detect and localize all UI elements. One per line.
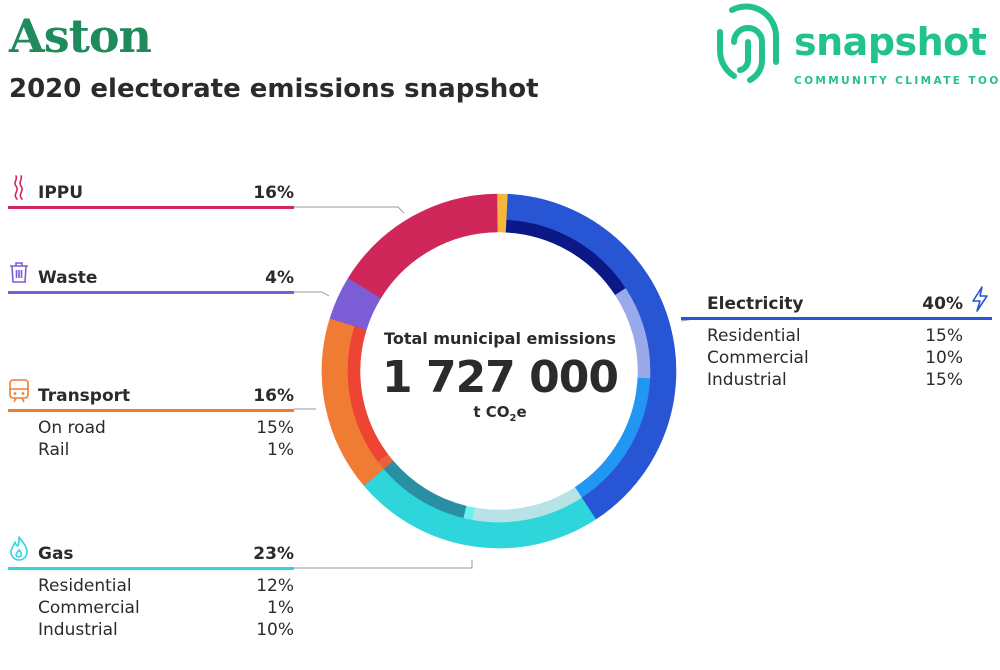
breakdown-value: 15% [925, 370, 963, 390]
sector-breakdown: On road 15% Rail 1% [38, 418, 294, 462]
breakdown-value: 12% [256, 576, 294, 596]
unit-prefix: t CO [473, 403, 510, 421]
flame-icon [10, 536, 28, 561]
breakdown-label: Industrial [707, 370, 787, 390]
breakdown-label: Industrial [38, 620, 118, 640]
train-icon [9, 379, 29, 403]
breakdown-row: On road 15% [38, 418, 294, 440]
sector-rule [8, 206, 294, 209]
sector-name: Transport [38, 386, 131, 406]
breakdown-value: 15% [925, 326, 963, 346]
sector-name: Electricity [707, 294, 804, 314]
sector-name: Gas [38, 544, 74, 564]
total-emissions-value: 1 727 000 [382, 352, 619, 403]
breakdown-label: On road [38, 418, 106, 438]
breakdown-row: Residential 15% [707, 326, 963, 348]
breakdown-value: 1% [267, 440, 294, 460]
sector-gas: Gas 23% Residential 12% Commercial 1% In… [8, 536, 294, 640]
sector-name: IPPU [38, 183, 84, 203]
breakdown-label: Commercial [38, 598, 140, 618]
inner-segment-other [496, 219, 507, 233]
connector-ippu [294, 206, 405, 214]
emissions-unit: t CO2e [360, 403, 640, 424]
sector-ippu: IPPU 16% [8, 175, 294, 209]
brand-name: snapshot [794, 20, 987, 64]
connector-waste [294, 291, 330, 297]
page-subtitle: 2020 electorate emissions snapshot [9, 74, 539, 104]
sector-transport: Transport 16% On road 15% Rail 1% [8, 379, 294, 460]
breakdown-label: Rail [38, 440, 70, 460]
trash-bin-icon [10, 262, 28, 283]
brand-logo: snapshot COMMUNITY CLIMATE TOOL [712, 2, 1000, 92]
sector-percent: 23% [253, 544, 294, 564]
center-caption: Total municipal emissions [384, 329, 616, 348]
sector-percent: 16% [253, 386, 294, 406]
breakdown-value: 15% [256, 418, 294, 438]
breakdown-value: 1% [267, 598, 294, 618]
fingerprint-icon [716, 3, 780, 83]
brand-tagline: COMMUNITY CLIMATE TOOL [794, 75, 1000, 87]
sector-rule [8, 567, 294, 570]
unit-subscript: 2 [509, 413, 517, 424]
breakdown-row: Residential 12% [38, 576, 294, 598]
sector-breakdown: Residential 15% Commercial 10% Industria… [707, 326, 963, 392]
inner-ring [347, 219, 651, 523]
breakdown-row: Industrial 10% [38, 620, 294, 642]
sector-rule [8, 409, 294, 412]
lightning-icon [972, 286, 988, 312]
breakdown-row: Industrial 15% [707, 370, 963, 392]
sector-waste: Waste 4% [8, 262, 294, 294]
sector-percent: 4% [265, 268, 294, 288]
sector-rule [681, 317, 992, 320]
breakdown-value: 10% [925, 348, 963, 368]
inner-segment-ippu [370, 219, 498, 299]
sector-electricity: Electricity 40% Residential 15% Commerci… [681, 286, 993, 390]
unit-suffix: e [516, 403, 527, 421]
sector-rule [8, 291, 294, 294]
sector-percent: 16% [253, 183, 294, 203]
sector-breakdown: Residential 12% Commercial 1% Industrial… [38, 576, 294, 642]
connector-gas [294, 560, 473, 569]
breakdown-label: Commercial [707, 348, 809, 368]
outer-ring [321, 193, 677, 549]
sector-percent: 40% [922, 294, 963, 314]
breakdown-row: Commercial 1% [38, 598, 294, 620]
breakdown-label: Residential [707, 326, 801, 346]
breakdown-label: Residential [38, 576, 132, 596]
breakdown-row: Commercial 10% [707, 348, 963, 370]
sector-name: Waste [38, 268, 98, 288]
breakdown-row: Rail 1% [38, 440, 294, 462]
page-title: Aston [9, 9, 152, 63]
outer-segment-other [496, 193, 509, 221]
breakdown-value: 10% [256, 620, 294, 640]
smoke-icon [14, 175, 23, 200]
